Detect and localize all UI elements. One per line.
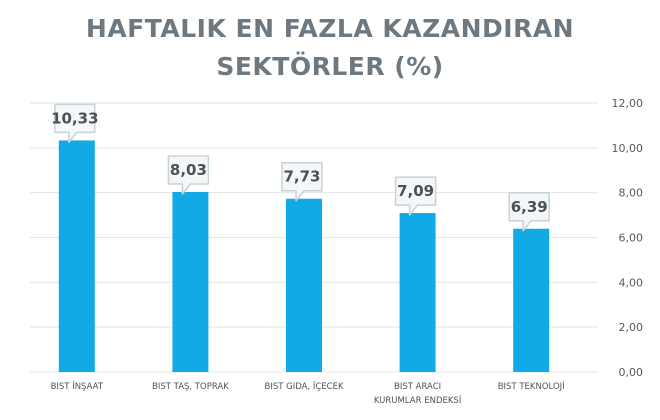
x-category-label: KURUMLAR ENDEKSİ (374, 395, 462, 406)
data-label: 8,03 (170, 161, 207, 179)
data-label-callout (394, 176, 437, 216)
y-tick-label: 2,00 (619, 321, 644, 334)
y-tick-label: 4,00 (619, 276, 644, 289)
data-label: 6,39 (511, 198, 548, 216)
x-category-label: BIST TAŞ, TOPRAK (152, 382, 229, 392)
x-category-label: BIST ARACI (394, 382, 441, 392)
bar (58, 140, 95, 372)
chart-title-line-2: SEKTÖRLER (%) (216, 52, 444, 81)
data-label: 7,09 (397, 182, 434, 200)
bar (513, 228, 550, 372)
y-tick-label: 6,00 (619, 232, 644, 245)
y-tick-label: 0,00 (619, 366, 644, 379)
x-category-label: BIST GIDA, İÇECEK (264, 381, 343, 392)
data-label: 7,73 (283, 168, 320, 186)
chart-title-line-1: HAFTALIK EN FAZLA KAZANDIRAN (85, 14, 575, 43)
x-category-label: BIST İNŞAAT (51, 381, 104, 392)
data-label-callout (281, 161, 323, 202)
y-tick-label: 12,00 (612, 97, 644, 110)
x-category-label: BIST TEKNOLOJİ (498, 381, 565, 392)
bar (399, 213, 436, 372)
data-label-callout (167, 155, 210, 195)
bar (172, 191, 209, 372)
y-tick-label: 8,00 (619, 187, 644, 200)
data-label-callout (54, 103, 96, 144)
bar (286, 198, 322, 372)
data-label-callout (508, 192, 550, 232)
data-label: 10,33 (51, 109, 98, 127)
y-tick-label: 10,00 (612, 142, 644, 155)
